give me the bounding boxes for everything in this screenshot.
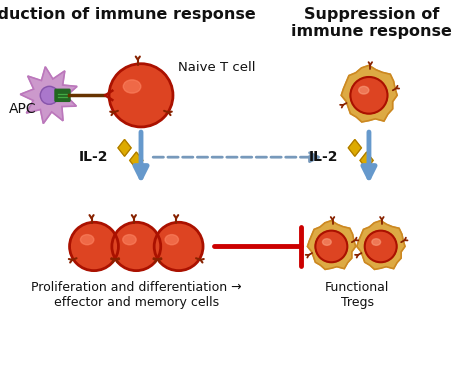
Polygon shape	[357, 221, 405, 269]
Polygon shape	[20, 67, 77, 124]
Text: IL-2: IL-2	[78, 150, 108, 164]
Circle shape	[109, 64, 173, 127]
Polygon shape	[130, 152, 143, 169]
Polygon shape	[307, 221, 356, 269]
Polygon shape	[360, 152, 373, 169]
Text: Induction of immune response: Induction of immune response	[0, 7, 255, 22]
Polygon shape	[341, 65, 397, 122]
Circle shape	[154, 222, 203, 271]
Ellipse shape	[359, 86, 369, 94]
Ellipse shape	[322, 239, 331, 246]
Ellipse shape	[372, 239, 381, 246]
Circle shape	[365, 231, 397, 262]
Text: Suppression of
immune response: Suppression of immune response	[291, 7, 452, 39]
Polygon shape	[118, 140, 131, 156]
Polygon shape	[348, 140, 361, 156]
FancyBboxPatch shape	[55, 89, 70, 101]
Ellipse shape	[123, 80, 141, 93]
Text: APC: APC	[8, 102, 36, 116]
Circle shape	[70, 222, 118, 271]
Ellipse shape	[123, 235, 136, 245]
Ellipse shape	[80, 235, 94, 245]
Circle shape	[351, 77, 387, 114]
Text: Functional
Tregs: Functional Tregs	[325, 281, 389, 310]
Text: IL-2: IL-2	[309, 150, 338, 164]
Ellipse shape	[40, 86, 58, 104]
Text: Proliferation and differentiation →
effector and memory cells: Proliferation and differentiation → effe…	[31, 281, 242, 310]
Text: Naive T cell: Naive T cell	[178, 61, 255, 74]
Circle shape	[112, 222, 161, 271]
Circle shape	[315, 231, 347, 262]
Ellipse shape	[165, 235, 179, 245]
